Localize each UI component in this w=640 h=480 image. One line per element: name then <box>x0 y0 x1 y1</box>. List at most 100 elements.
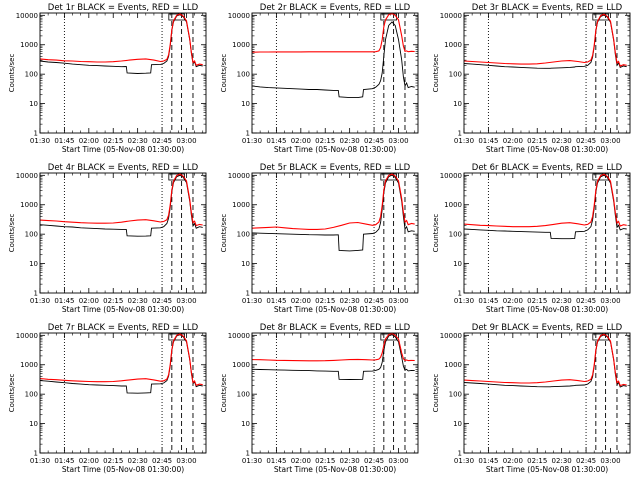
y-tick-label: 100 <box>237 231 250 239</box>
x-tick-label: 02:00 <box>503 457 523 465</box>
x-tick-label: 02:00 <box>503 297 523 305</box>
y-tick-label: 1 <box>246 450 250 458</box>
lld-series-line <box>251 12 415 53</box>
y-tick-label: 100 <box>449 391 462 399</box>
x-tick-label: 01:30 <box>30 297 50 305</box>
y-axis-label: Counts/sec <box>220 54 228 93</box>
x-tick-label: 02:30 <box>552 457 572 465</box>
x-tick-label: 02:15 <box>103 297 123 305</box>
y-tick-label: 10000 <box>440 172 462 180</box>
plot-frame <box>463 332 631 454</box>
detector-panel-4: Det 4r BLACK = Events, RED = LLD 1 10 100 10… <box>8 163 207 314</box>
y-tick-label: 1000 <box>232 201 250 209</box>
y-tick-label: 1 <box>458 450 462 458</box>
x-tick-label: 02:30 <box>128 137 148 145</box>
x-tick-label: 01:45 <box>478 457 498 465</box>
y-tick-label: 10 <box>29 260 38 268</box>
y-tick-label: 100 <box>25 71 38 79</box>
plot-frame <box>39 12 207 134</box>
x-tick-label: 02:15 <box>315 137 335 145</box>
y-tick-label: 1000 <box>20 41 38 49</box>
detector-panel-6: Det 6r BLACK = Events, RED = LLD 1 10 100 10… <box>432 163 631 314</box>
y-tick-label: 1000 <box>232 361 250 369</box>
x-axis-label: Start Time (05-Nov-08 01:30:00) <box>486 465 608 474</box>
y-tick-label: 100 <box>25 391 38 399</box>
events-series-line <box>251 334 415 380</box>
x-tick-label: 02:30 <box>340 297 360 305</box>
x-tick-label: 01:45 <box>54 137 74 145</box>
y-tick-label: 10000 <box>16 172 38 180</box>
x-tick-label: 03:00 <box>176 137 196 145</box>
panel-title: Det 2r BLACK = Events, RED = LLD <box>260 3 411 13</box>
x-tick-label: 02:45 <box>152 457 172 465</box>
x-tick-label: 01:30 <box>454 457 474 465</box>
x-tick-label: 01:45 <box>54 297 74 305</box>
panel-title: Det 5r BLACK = Events, RED = LLD <box>260 163 411 173</box>
x-tick-label: 02:45 <box>576 137 596 145</box>
detector-panel-9: Det 9r BLACK = Events, RED = LLD 1 10 100 10… <box>432 323 631 474</box>
y-tick-label: 1000 <box>20 361 38 369</box>
x-tick-label: 02:45 <box>152 297 172 305</box>
detector-panel-2: Det 2r BLACK = Events, RED = LLD 1 10 100 10… <box>220 3 419 154</box>
y-tick-label: 10 <box>453 100 462 108</box>
x-tick-label: 02:45 <box>364 137 384 145</box>
panel-title: Det 8r BLACK = Events, RED = LLD <box>260 323 411 333</box>
y-tick-label: 10 <box>241 420 250 428</box>
x-tick-label: 01:45 <box>478 297 498 305</box>
x-tick-label: 02:30 <box>340 137 360 145</box>
x-tick-label: 02:30 <box>340 457 360 465</box>
x-tick-label: 02:15 <box>315 297 335 305</box>
y-tick-label: 10 <box>241 260 250 268</box>
y-tick-label: 10000 <box>16 332 38 340</box>
lld-series-line <box>463 13 627 67</box>
detector-panel-3: Det 3r BLACK = Events, RED = LLD 1 10 100 10… <box>432 3 631 154</box>
x-tick-label: 02:00 <box>79 297 99 305</box>
x-tick-label: 01:30 <box>30 457 50 465</box>
x-tick-label: 02:15 <box>315 457 335 465</box>
x-tick-label: 02:15 <box>103 457 123 465</box>
y-tick-label: 10000 <box>228 332 250 340</box>
y-axis-label: Counts/sec <box>220 214 228 253</box>
y-axis-label: Counts/sec <box>8 214 16 253</box>
y-tick-label: 1 <box>458 290 462 298</box>
y-axis-label: Counts/sec <box>8 54 16 93</box>
y-tick-label: 1000 <box>232 41 250 49</box>
lld-series-line <box>463 333 627 387</box>
panel-title: Det 6r BLACK = Events, RED = LLD <box>472 163 623 173</box>
plot-frame <box>39 332 207 454</box>
x-tick-label: 02:15 <box>527 457 547 465</box>
y-axis-label: Counts/sec <box>432 214 440 253</box>
y-tick-label: 1 <box>34 290 38 298</box>
x-tick-label: 02:45 <box>152 137 172 145</box>
lld-series-line <box>251 332 415 362</box>
events-series-line <box>463 14 627 69</box>
x-axis-label: Start Time (05-Nov-08 01:30:00) <box>62 145 184 154</box>
y-tick-label: 100 <box>449 71 462 79</box>
panel-title: Det 9r BLACK = Events, RED = LLD <box>472 323 623 333</box>
x-tick-label: 03:00 <box>600 297 620 305</box>
y-tick-label: 100 <box>237 391 250 399</box>
y-tick-label: 10 <box>29 100 38 108</box>
x-tick-label: 03:00 <box>600 457 620 465</box>
x-tick-label: 02:45 <box>364 297 384 305</box>
y-tick-label: 100 <box>237 71 250 79</box>
x-tick-label: 01:45 <box>266 297 286 305</box>
y-tick-label: 10 <box>453 420 462 428</box>
y-tick-label: 1 <box>246 130 250 138</box>
x-tick-label: 03:00 <box>176 297 196 305</box>
x-tick-label: 02:15 <box>527 297 547 305</box>
x-tick-label: 02:30 <box>552 297 572 305</box>
plot-frame <box>251 172 419 294</box>
x-tick-label: 01:30 <box>454 297 474 305</box>
y-tick-label: 10000 <box>440 12 462 20</box>
y-tick-label: 1 <box>34 450 38 458</box>
peak-box-marker <box>592 333 609 341</box>
y-tick-label: 100 <box>449 231 462 239</box>
x-tick-label: 01:45 <box>54 457 74 465</box>
y-axis-label: Counts/sec <box>220 374 228 413</box>
panel-title: Det 1r BLACK = Events, RED = LLD <box>48 3 199 13</box>
x-tick-label: 02:00 <box>79 137 99 145</box>
detector-panel-1: Det 1r BLACK = Events, RED = LLD 1 10 100 10… <box>8 3 207 154</box>
y-tick-label: 10 <box>241 100 250 108</box>
